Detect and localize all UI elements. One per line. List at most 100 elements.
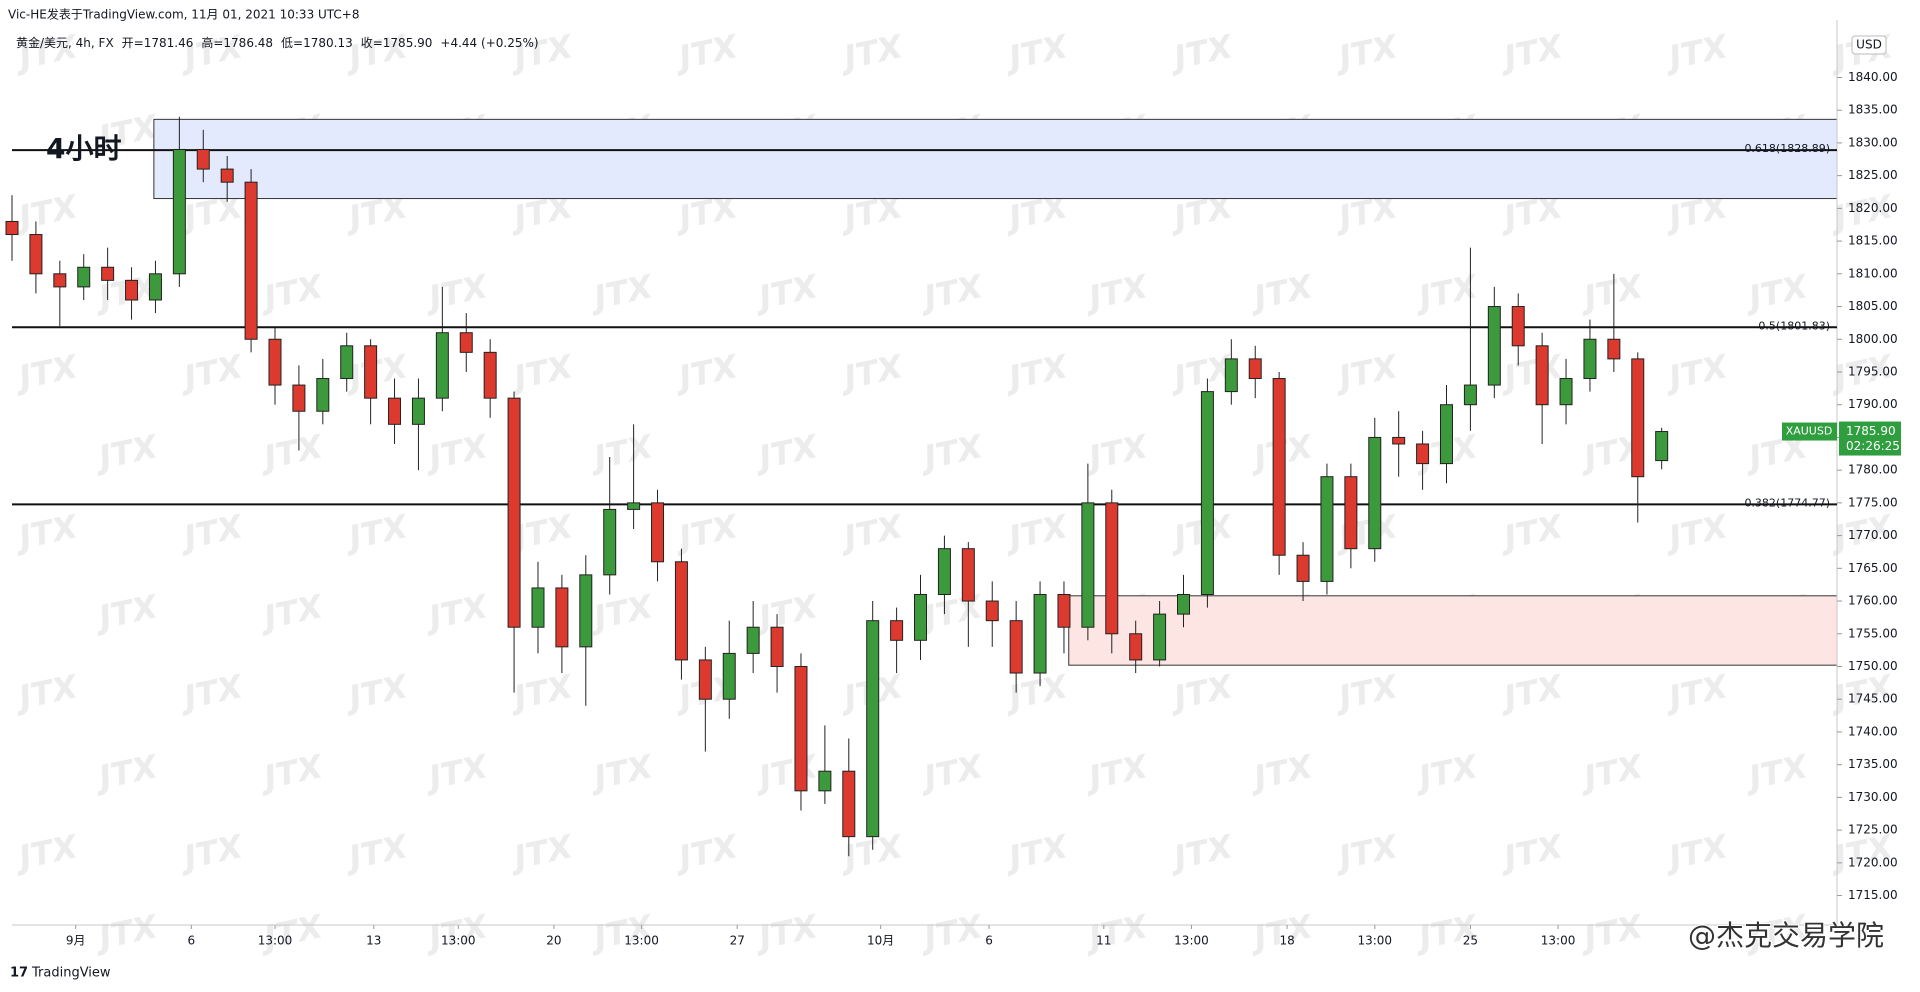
- watermark: JTX: [1330, 507, 1402, 558]
- candle-body: [1177, 593, 1191, 615]
- candle-body: [507, 397, 521, 628]
- watermark: JTX: [585, 427, 657, 478]
- candle-body: [1559, 378, 1573, 406]
- watermark: JTX: [1000, 667, 1072, 718]
- candle-body: [1535, 345, 1549, 406]
- watermark: JTX: [1660, 507, 1732, 558]
- watermark: JTX: [1330, 347, 1402, 398]
- currency-box: [1851, 35, 1887, 55]
- watermark: JTX: [1660, 27, 1732, 78]
- watermark: JTX: [505, 667, 577, 718]
- candle-body: [842, 770, 856, 838]
- x-tick-label: 13: [366, 934, 381, 948]
- watermark: JTX: [1330, 27, 1402, 78]
- candle-body: [579, 574, 593, 648]
- x-tick-label: 13:00: [1174, 934, 1209, 948]
- candle-body: [1368, 436, 1382, 550]
- watermark: JTX: [750, 427, 822, 478]
- candle-body: [1033, 593, 1047, 674]
- y-tick-label: 1830.00: [1848, 135, 1898, 149]
- watermark: JTX: [420, 747, 492, 798]
- watermark: JTX: [915, 747, 987, 798]
- candle-body: [125, 279, 139, 301]
- level-label: 0.382(1774.77): [1744, 496, 1830, 509]
- candle-body: [172, 148, 186, 275]
- candle-body: [77, 266, 91, 288]
- y-tick-label: 1755.00: [1848, 626, 1898, 640]
- candle-body: [627, 502, 641, 510]
- x-tick-label: 11: [1096, 934, 1111, 948]
- watermark: JTX: [1330, 667, 1402, 718]
- watermark: JTX: [505, 827, 577, 878]
- x-tick-label: 13:00: [1357, 934, 1392, 948]
- x-tick-label: 10月: [867, 934, 894, 948]
- candle-body: [914, 593, 928, 641]
- candle-body: [1655, 431, 1669, 462]
- brand: TradingView: [31, 966, 111, 981]
- watermark: JTX: [1245, 907, 1317, 958]
- change-value: +4.44 (+0.25%): [440, 36, 538, 50]
- y-tick-label: 1730.00: [1848, 790, 1898, 804]
- watermark: JTX: [1000, 827, 1072, 878]
- watermark: JTX: [670, 507, 742, 558]
- y-tick-label: 1780.00: [1848, 463, 1898, 477]
- watermark: JTX: [255, 587, 327, 638]
- candle-body: [961, 548, 975, 602]
- candle-body: [5, 220, 19, 236]
- price-badge: [1839, 421, 1901, 456]
- watermark: JTX: [420, 587, 492, 638]
- candle-body: [1439, 404, 1453, 465]
- watermark: JTX: [1245, 747, 1317, 798]
- candle-body: [1057, 593, 1071, 628]
- watermark: JTX: [10, 347, 82, 398]
- y-tick-label: 1775.00: [1848, 495, 1898, 509]
- watermark: JTX: [915, 267, 987, 318]
- x-tick-label: 6: [187, 934, 195, 948]
- watermark: JTX: [90, 587, 162, 638]
- candle-body: [1392, 436, 1406, 445]
- y-tick-label: 1745.00: [1848, 692, 1898, 706]
- watermark: JTX: [585, 267, 657, 318]
- y-tick-label: 1795.00: [1848, 364, 1898, 378]
- watermark: JTX: [1165, 27, 1237, 78]
- watermark: JTX: [915, 427, 987, 478]
- watermark: JTX: [1000, 507, 1072, 558]
- y-tick-label: 1820.00: [1848, 201, 1898, 215]
- candle-body: [1344, 476, 1358, 550]
- source-line: Vic-HE发表于TradingView.com, 11月 01, 2021 1…: [8, 7, 360, 22]
- candle-body: [1607, 338, 1621, 360]
- watermark: JTX: [340, 827, 412, 878]
- watermark: JTX: [255, 747, 327, 798]
- candle-body: [29, 234, 43, 275]
- candle-body: [555, 587, 569, 648]
- x-tick-label: 13:00: [441, 934, 476, 948]
- level-label: 0.5(1801.83): [1758, 319, 1830, 332]
- ohlc-value: 高=1786.48: [201, 35, 273, 50]
- candle-body: [411, 397, 425, 425]
- watermark: JTX: [1410, 747, 1482, 798]
- symbol-badge-label: XAUUSD: [1786, 425, 1833, 438]
- countdown-label: 02:26:25: [1846, 439, 1900, 453]
- candle-body: [651, 502, 665, 563]
- candle-body: [985, 600, 999, 622]
- watermark: JTX: [1410, 907, 1482, 958]
- watermark: JTX: [1660, 347, 1732, 398]
- watermark: JTX: [420, 907, 492, 958]
- watermark: JTX: [1165, 827, 1237, 878]
- watermark: JTX: [750, 587, 822, 638]
- ohlc-value: 低=1780.13: [281, 36, 353, 50]
- y-tick-label: 1715.00: [1848, 888, 1898, 902]
- x-tick-label: 9月: [66, 934, 86, 948]
- watermark: JTX: [1575, 907, 1647, 958]
- zone: [153, 118, 1838, 200]
- candle-body: [794, 665, 808, 792]
- watermark: JTX: [90, 907, 162, 958]
- watermark: JTX: [10, 827, 82, 878]
- watermark: JTX: [10, 507, 82, 558]
- watermark: JTX: [670, 827, 742, 878]
- watermark: JTX: [750, 907, 822, 958]
- watermark: JTX: [670, 347, 742, 398]
- candle-body: [1224, 358, 1238, 393]
- watermark: JTX: [750, 267, 822, 318]
